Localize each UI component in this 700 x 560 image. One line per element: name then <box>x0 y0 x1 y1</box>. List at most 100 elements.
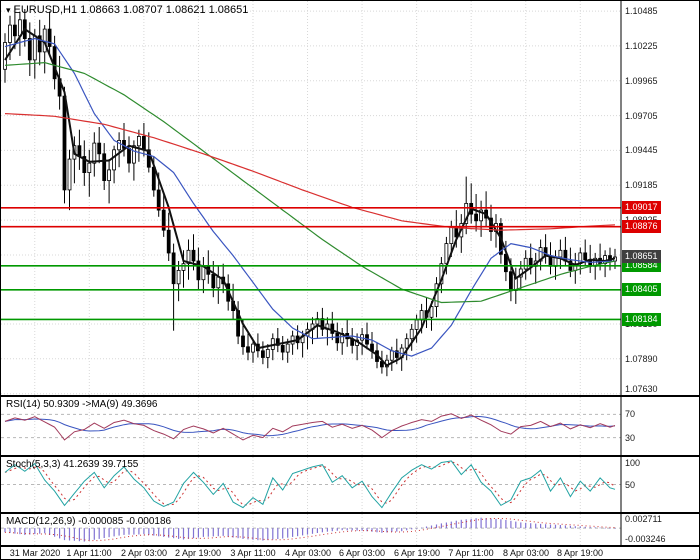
macd-histogram-bar <box>163 528 165 537</box>
macd-histogram-bar <box>480 517 482 529</box>
price-axis-label: 1.07630 <box>625 384 658 394</box>
chart-symbol-period: EURUSD,H1 <box>13 4 78 16</box>
rsi-line <box>4 413 616 441</box>
macd-histogram-bar <box>207 528 209 537</box>
candle-body <box>131 145 136 164</box>
macd-histogram-bar <box>356 528 358 531</box>
candle-body <box>508 271 513 291</box>
time-axis-label: 3 Apr 11:00 <box>230 548 276 558</box>
macd-label: MACD(12,26,9) -0.000085 -0.000186 <box>6 516 172 527</box>
macd-histogram-bar <box>530 523 532 529</box>
macd-histogram-bar <box>321 528 323 533</box>
macd-histogram-bar <box>83 528 85 542</box>
time-axis-label: 2 Apr 19:00 <box>174 548 222 558</box>
candle-body <box>419 310 424 321</box>
main-chart-pane[interactable]: ▾ EURUSD,H1 1.08663 1.08707 1.08621 1.086… <box>1 1 699 395</box>
macd-histogram-bar <box>411 528 413 530</box>
candle-body <box>117 139 121 151</box>
price-axis-label: 1.07890 <box>625 354 658 364</box>
candle-body <box>265 348 270 358</box>
candle-body <box>335 332 340 344</box>
macd-histogram-bar <box>455 520 457 529</box>
ma-fast-black <box>4 27 616 367</box>
macd-histogram-bar <box>579 526 581 529</box>
macd-histogram-bar <box>44 528 46 534</box>
macd-histogram-bar <box>465 519 467 529</box>
candle-body <box>479 209 484 222</box>
macd-histogram-bar <box>609 528 611 529</box>
support-price-badge: 1.08405 <box>622 283 661 296</box>
candle-body <box>127 147 131 164</box>
macd-histogram-bar <box>128 528 130 535</box>
macd-histogram-bar <box>351 528 353 531</box>
macd-histogram-bar <box>29 528 31 535</box>
macd-histogram-bar <box>297 528 299 537</box>
pane-separator[interactable] <box>1 545 699 547</box>
candle-body <box>394 350 399 358</box>
macd-histogram-bar <box>19 528 21 535</box>
candle-body <box>62 95 67 191</box>
macd-histogram-bar <box>326 528 328 532</box>
macd-histogram-bar <box>93 528 95 540</box>
ma-long-red <box>4 113 616 231</box>
macd-histogram-bar <box>545 524 547 529</box>
macd-histogram-bar <box>302 528 304 536</box>
stoch-k-line <box>4 460 616 509</box>
stochastic-pane[interactable]: Stoch(5,3,3) 41.2639 39.7155 100 50 <box>1 457 699 512</box>
macd-histogram-bar <box>336 528 338 531</box>
macd-histogram-bar <box>361 528 363 531</box>
macd-histogram-bar <box>158 528 160 537</box>
chart-dropdown-icon[interactable]: ▾ <box>6 5 11 15</box>
candle-body <box>251 343 255 353</box>
rsi-pane[interactable]: RSI(14) 50.9309 ->MA(9) 49.3696 70 30 <box>1 397 699 455</box>
time-axis-label: 7 Apr 11:00 <box>448 548 494 558</box>
macd-histogram-bar <box>108 528 110 538</box>
macd-histogram-bar <box>589 527 591 529</box>
macd-histogram-bar <box>604 527 606 529</box>
candle-body <box>176 269 181 285</box>
macd-pane[interactable]: MACD(12,26,9) -0.000085 -0.000186 0.0027… <box>1 514 699 545</box>
macd-histogram-bar <box>421 527 423 529</box>
rsi-canvas <box>1 397 622 455</box>
macd-histogram-bar <box>416 528 418 529</box>
macd-histogram-bar <box>9 528 11 533</box>
macd-histogram-bar <box>470 518 472 529</box>
macd-histogram-bar <box>232 528 234 538</box>
candle-body <box>112 149 116 171</box>
resistance-price-badge: 1.09017 <box>622 201 661 214</box>
candle-body <box>67 158 72 191</box>
candle-body <box>156 189 161 211</box>
pane-separator[interactable] <box>1 512 699 514</box>
chart-title: ▾ EURUSD,H1 1.08663 1.08707 1.08621 1.086… <box>6 4 248 16</box>
macd-histogram-bar <box>202 528 204 537</box>
macd-histogram-bar <box>599 527 601 529</box>
macd-axis-label: 0.002711 <box>625 514 662 524</box>
price-axis-label: 1.10485 <box>625 6 658 16</box>
macd-histogram-bar <box>569 525 571 529</box>
rsi-ma-line <box>4 415 616 437</box>
price-axis-label: 1.09965 <box>625 76 658 86</box>
macd-histogram-bar <box>475 518 477 529</box>
candle-body <box>389 350 394 361</box>
macd-histogram-bar <box>376 528 378 533</box>
pane-separator[interactable] <box>1 395 699 397</box>
macd-histogram-bar <box>73 528 75 541</box>
candle-body <box>201 265 206 281</box>
candle-body <box>474 213 479 222</box>
candle-body <box>191 249 196 262</box>
macd-histogram-bar <box>287 528 289 538</box>
candle-body <box>330 323 335 334</box>
candle-body <box>47 28 52 47</box>
candle-body <box>538 247 543 262</box>
candle-body <box>181 263 186 271</box>
pane-separator[interactable] <box>1 455 699 457</box>
macd-histogram-bar <box>574 526 576 529</box>
candle-body <box>166 229 171 254</box>
macd-histogram-bar <box>500 519 502 529</box>
macd-histogram-bar <box>515 521 517 529</box>
candle-body <box>285 343 290 353</box>
ma-mid-blue <box>4 37 616 357</box>
time-axis[interactable]: 31 Mar 2020 1 Apr 11:00 2 Apr 03:00 2 Apr 1… <box>1 547 699 559</box>
macd-histogram-bar <box>4 528 6 533</box>
macd-histogram-bar <box>386 528 388 533</box>
